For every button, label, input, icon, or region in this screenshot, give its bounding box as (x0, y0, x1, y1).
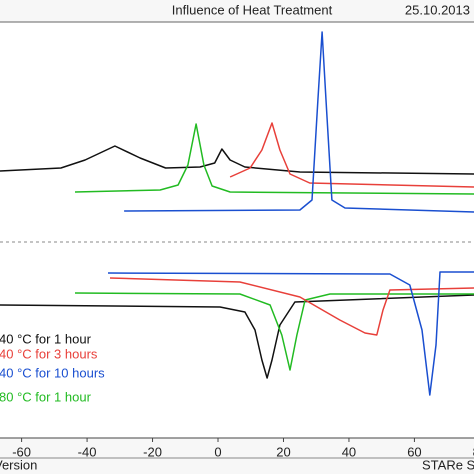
series-line (229, 122, 474, 188)
x-tick-label: 0 (214, 444, 221, 459)
series-line (0, 294, 474, 379)
chart-title: Influence of Heat Treatment (172, 2, 333, 17)
x-tick-label: 80 (473, 444, 474, 459)
series-line (74, 123, 474, 195)
legend-label: 40 °C for 10 hours (0, 365, 105, 380)
date: 25.10.2013 (405, 2, 470, 17)
x-tick-label: 60 (407, 444, 421, 459)
series-line (74, 292, 474, 371)
legend-label: 80 °C for 1 hour (0, 389, 92, 404)
series-line (0, 145, 474, 175)
footer-right: STARe SW (422, 457, 474, 472)
legend-label: 40 °C for 3 hours (0, 346, 98, 361)
series-line (107, 271, 474, 396)
x-tick-label: -60 (12, 444, 31, 459)
footer-left: Version (0, 457, 37, 472)
x-tick-label: 20 (276, 444, 290, 459)
series-line (109, 277, 474, 336)
x-tick-label: 40 (342, 444, 356, 459)
legend-label: 40 °C for 1 hour (0, 331, 92, 346)
plot-area (0, 22, 474, 438)
x-tick-label: -20 (143, 444, 162, 459)
x-tick-label: -40 (78, 444, 97, 459)
series-line (124, 31, 474, 213)
